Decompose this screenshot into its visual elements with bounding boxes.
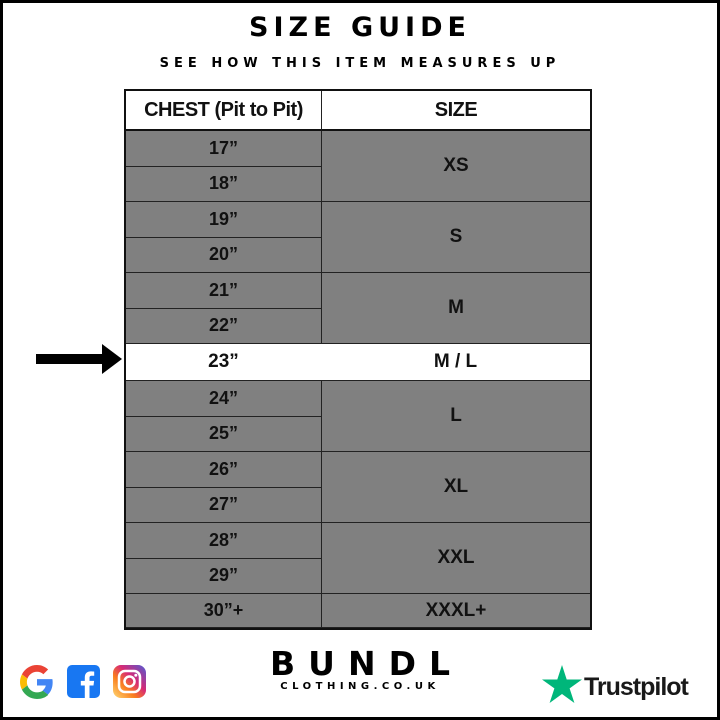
size-cell: L (321, 381, 590, 452)
facebook-icon[interactable] (67, 665, 100, 698)
chest-cell: 25” (126, 417, 321, 452)
size-cell: XXL (321, 523, 590, 594)
size-cell: S (321, 202, 590, 273)
page-title: SIZE GUIDE (249, 12, 471, 43)
brand-website: CLOTHING.CO.UK (280, 681, 440, 692)
chest-cell: 17” (126, 131, 321, 167)
chest-cell: 18” (126, 167, 321, 202)
chest-cell: 29” (126, 559, 321, 594)
chest-cell: 22” (126, 309, 321, 344)
column-header-size: SIZE (321, 91, 590, 131)
chest-cell: 27” (126, 488, 321, 523)
page-subtitle: SEE HOW THIS ITEM MEASURES UP (159, 56, 561, 71)
column-header-chest: CHEST (Pit to Pit) (126, 91, 321, 131)
size-table: CHEST (Pit to Pit) SIZE 17” 18” XS 19” 20” S 2… (124, 89, 592, 630)
chest-cell: 19” (126, 202, 321, 238)
chest-cell: 21” (126, 273, 321, 309)
size-cell: M (321, 273, 590, 344)
chest-cell: 24” (126, 381, 321, 417)
size-cell: XS (321, 131, 590, 202)
chest-cell: 30”+ (126, 594, 321, 628)
chest-cell: 23” (126, 344, 321, 381)
instagram-icon[interactable] (113, 665, 146, 698)
size-cell: M / L (321, 344, 590, 381)
brand-logo: BUNDL (270, 644, 463, 683)
chest-cell: 26” (126, 452, 321, 488)
trustpilot-star-icon (542, 665, 582, 703)
size-cell: XXXL+ (321, 594, 590, 628)
trustpilot-label: Trustpilot (584, 672, 689, 701)
chest-cell: 20” (126, 238, 321, 273)
size-cell: XL (321, 452, 590, 523)
google-icon[interactable] (20, 665, 54, 699)
chest-cell: 28” (126, 523, 321, 559)
arrow-right-icon (36, 344, 122, 374)
trustpilot-logo[interactable]: Trustpilot (542, 665, 689, 703)
